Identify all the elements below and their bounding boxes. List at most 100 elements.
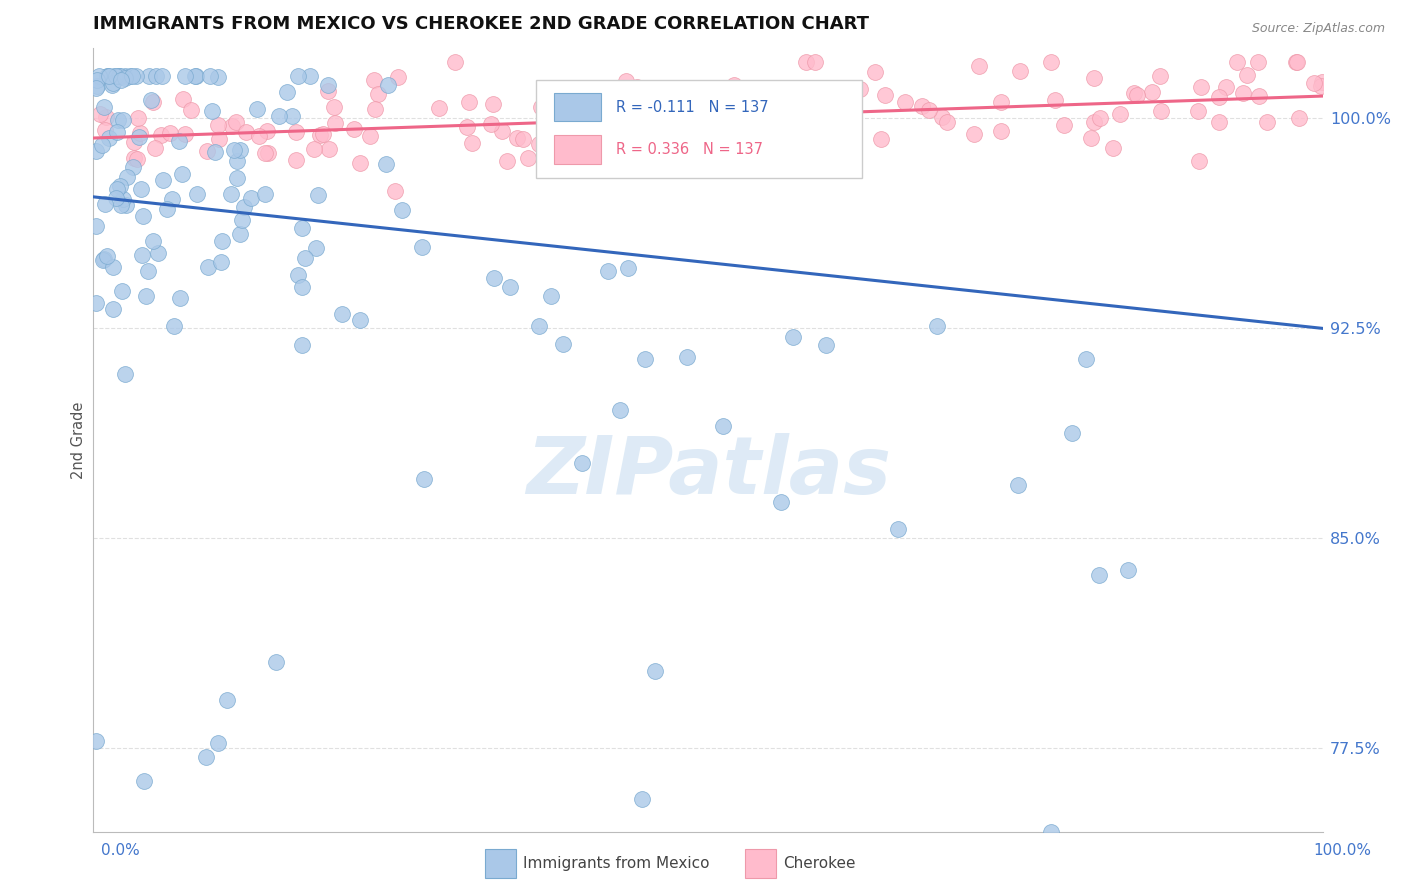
Point [665, 112, 688, 126]
Point [84, 219, 107, 234]
Point [602, 103, 624, 117]
Point [291, 221, 314, 235]
Point [228, 143, 250, 157]
Point [734, 128, 756, 142]
Point [499, 280, 522, 294]
Point [527, 318, 550, 333]
Point [1310, 74, 1333, 88]
Point [697, 98, 720, 112]
Point [644, 664, 666, 678]
Point [294, 251, 316, 265]
Point [709, 106, 731, 120]
Point [233, 201, 256, 215]
Point [207, 736, 229, 750]
Point [675, 350, 697, 364]
Point [730, 91, 752, 105]
Point [609, 403, 631, 417]
Point [330, 307, 353, 321]
Point [103, 260, 125, 274]
Point [229, 227, 252, 241]
Point [1256, 114, 1278, 128]
Point [479, 117, 502, 131]
Point [207, 70, 229, 84]
Point [131, 210, 153, 224]
Point [540, 289, 562, 303]
Point [1123, 87, 1146, 101]
Point [427, 101, 450, 115]
Point [302, 142, 325, 156]
Point [780, 100, 803, 114]
Point [990, 95, 1012, 110]
Point [96, 70, 118, 84]
Point [1043, 93, 1066, 107]
Point [1116, 564, 1139, 578]
Point [197, 260, 219, 275]
Point [128, 129, 150, 144]
Point [98, 131, 121, 145]
Point [512, 132, 534, 146]
Point [1140, 85, 1163, 99]
Point [221, 120, 243, 134]
Point [148, 246, 170, 260]
Point [413, 472, 436, 486]
Point [167, 134, 190, 148]
Point [457, 95, 479, 110]
Point [138, 70, 160, 84]
Bar [554, 93, 602, 121]
Point [114, 71, 136, 86]
Point [1074, 351, 1097, 366]
Point [209, 255, 232, 269]
Point [637, 93, 659, 107]
Point [990, 124, 1012, 138]
Point [1288, 112, 1310, 126]
Point [849, 81, 872, 95]
Point [254, 146, 277, 161]
Point [174, 127, 197, 141]
Point [291, 279, 314, 293]
Point [589, 148, 612, 162]
Point [554, 88, 576, 103]
Point [121, 70, 143, 84]
Point [110, 178, 132, 193]
Point [125, 152, 148, 166]
Point [547, 123, 569, 137]
Point [174, 70, 197, 84]
Point [285, 153, 308, 167]
Point [208, 132, 231, 146]
Text: R = 0.336   N = 137: R = 0.336 N = 137 [616, 142, 763, 157]
Text: ZIPatlas: ZIPatlas [526, 433, 890, 511]
Point [128, 126, 150, 140]
Point [269, 109, 291, 123]
Point [316, 78, 339, 92]
Point [110, 73, 132, 87]
Point [495, 154, 517, 169]
Point [1126, 88, 1149, 103]
Point [484, 271, 506, 285]
Point [127, 111, 149, 125]
Point [626, 80, 648, 95]
Point [256, 124, 278, 138]
Point [1208, 115, 1230, 129]
Text: Immigrants from Mexico: Immigrants from Mexico [523, 856, 710, 871]
Point [86, 78, 108, 93]
Point [84, 296, 107, 310]
Point [136, 264, 159, 278]
Point [305, 241, 328, 255]
Point [318, 142, 340, 156]
Point [1189, 80, 1212, 95]
Point [298, 70, 321, 84]
Point [769, 116, 792, 130]
Point [96, 249, 118, 263]
Point [93, 100, 115, 114]
Point [101, 77, 124, 91]
Point [103, 70, 125, 84]
Point [574, 112, 596, 127]
Point [461, 136, 484, 151]
Point [375, 157, 398, 171]
Point [634, 351, 657, 366]
Point [797, 98, 820, 112]
Point [1226, 55, 1249, 70]
Point [555, 93, 578, 107]
Point [911, 99, 934, 113]
Point [527, 137, 550, 152]
